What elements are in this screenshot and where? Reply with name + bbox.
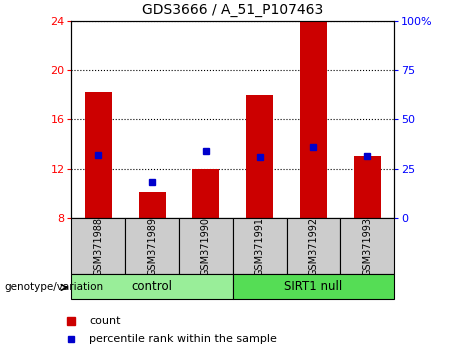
Bar	[287, 218, 340, 274]
Text: percentile rank within the sample: percentile rank within the sample	[89, 334, 277, 344]
Bar	[233, 274, 394, 299]
Text: control: control	[132, 280, 172, 293]
Text: genotype/variation: genotype/variation	[5, 282, 104, 292]
Bar	[71, 218, 125, 274]
Bar	[300, 22, 327, 218]
Text: GSM371988: GSM371988	[93, 217, 103, 275]
Title: GDS3666 / A_51_P107463: GDS3666 / A_51_P107463	[142, 4, 324, 17]
Bar	[246, 95, 273, 218]
Text: GSM371989: GSM371989	[147, 217, 157, 275]
Text: count: count	[89, 315, 121, 326]
Bar	[139, 192, 165, 218]
Bar	[233, 218, 287, 274]
Text: GSM371990: GSM371990	[201, 217, 211, 275]
Bar	[340, 218, 394, 274]
Text: GSM371993: GSM371993	[362, 217, 372, 275]
Text: SIRT1 null: SIRT1 null	[284, 280, 343, 293]
Text: GSM371991: GSM371991	[254, 217, 265, 275]
Bar	[125, 218, 179, 274]
Bar	[85, 92, 112, 218]
Bar	[71, 274, 233, 299]
Bar	[193, 169, 219, 218]
Text: GSM371992: GSM371992	[308, 216, 319, 276]
Bar	[179, 218, 233, 274]
Bar	[354, 156, 381, 218]
